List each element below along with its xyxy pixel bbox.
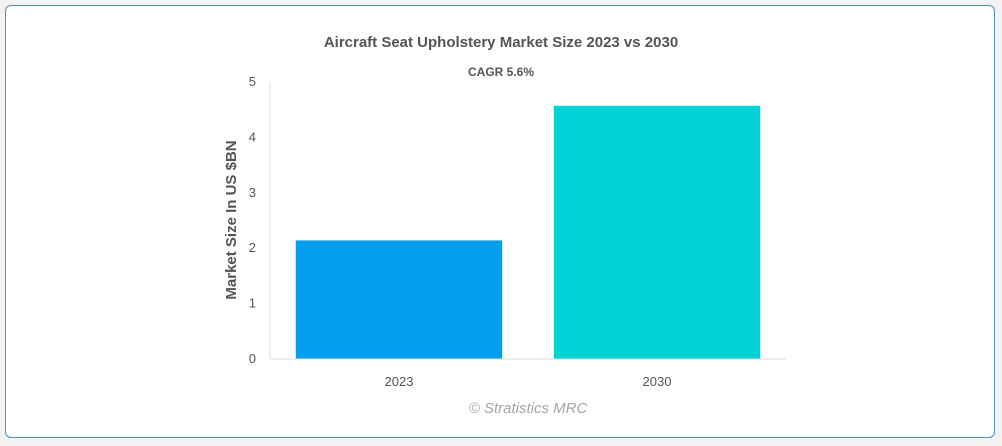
- y-tick-label-3: 3: [249, 185, 256, 200]
- y-tick-label-5: 5: [249, 74, 256, 89]
- chart-subtitle: CAGR 5.6%: [468, 65, 534, 79]
- bar-2023: [295, 240, 503, 359]
- bar-2030: [553, 105, 761, 359]
- y-tick-label-1: 1: [249, 296, 256, 311]
- x-tick-label-2030: 2030: [643, 374, 672, 389]
- y-tick-label-4: 4: [249, 129, 256, 144]
- x-tick-label-2023: 2023: [385, 374, 414, 389]
- y-tick-label-0: 0: [249, 351, 256, 366]
- y-axis-label: Market Size In US $BN: [223, 140, 240, 299]
- bars: [295, 105, 761, 359]
- x-axis: 2023 2030: [270, 358, 786, 389]
- y-tick-label-2: 2: [249, 240, 256, 255]
- chart-frame: [5, 5, 995, 438]
- credit-text: © Stratistics MRC: [469, 400, 588, 417]
- y-axis: 0 1 2 3 4 5: [249, 74, 271, 366]
- chart-title: Aircraft Seat Upholstery Market Size 202…: [324, 34, 678, 51]
